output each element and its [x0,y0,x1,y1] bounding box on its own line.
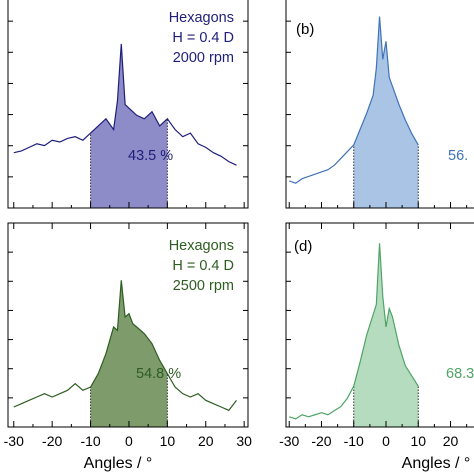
x-tick-label: -10 [344,433,364,449]
plot-area [13,280,237,427]
annotation-line: 2500 rpm [173,278,234,294]
shaded-area [353,16,419,208]
shaded-area [90,280,168,427]
panel-label: (b) [296,21,314,38]
series-line [289,16,419,184]
x-tick-label: 20 [198,433,214,449]
annotation-line: H = 0.4 D [172,30,234,46]
x-axis-label: Angles / ° [402,455,471,472]
shaded-area [353,243,419,427]
percent-label: 68.3 [446,366,474,382]
series-line [13,43,237,166]
x-tick-label: -30 [4,433,24,449]
annotation-line: Hexagons [169,238,234,254]
shaded-area [90,43,168,208]
plot-area [289,16,419,208]
x-tick-label: 0 [125,433,133,449]
percent-label: 54.8 % [136,366,181,382]
plot-frame [7,0,249,209]
plot-frame [7,222,249,428]
x-axis-label: Angles / ° [84,455,153,472]
plot-area [13,43,237,208]
annotation-line: Hexagons [169,10,234,26]
x-tick-label: -10 [80,433,100,449]
x-tick-label: 30 [236,433,252,449]
x-tick-label: -20 [311,433,331,449]
panel-d: -30-20-10010203068.3(d) [279,222,474,449]
panel-label: (d) [294,238,312,255]
x-tick-label: 10 [410,433,426,449]
panel-b: 56. (b) [285,0,474,209]
x-tick-label: -20 [42,433,62,449]
x-tick-label: 0 [382,433,390,449]
annotation-line: H = 0.4 D [172,258,234,274]
plot-area [289,243,419,427]
series-line [289,243,419,420]
series-line [13,280,237,412]
panel-c: -30 -20 -10 0 10 20 30 Hexagons H = 0.4 D 2500 rp… [4,222,252,449]
annotation-line: 2000 rpm [173,50,234,66]
panel-a: Hexagons H = 0.4 D 2000 rpm 43.5 % [7,0,249,209]
x-tick-label: 10 [160,433,176,449]
percent-label: 43.5 % [128,148,173,164]
x-tick-label: 20 [443,433,459,449]
percent-label: 56. [448,148,468,164]
x-tick-label: -30 [279,433,299,449]
